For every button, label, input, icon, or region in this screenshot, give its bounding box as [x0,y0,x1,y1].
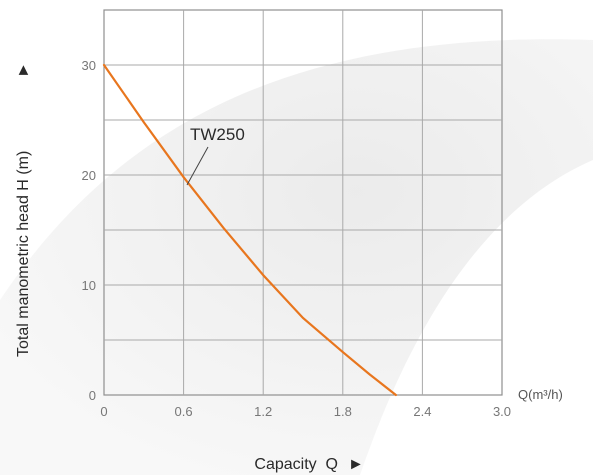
x-tick-label: 1.2 [254,404,272,419]
x-axis-title-group: Capacity Q ► [254,456,363,473]
series-label-leader [186,146,209,186]
plot-frame [103,9,503,396]
grid [103,9,503,396]
y-tick-label: 30 [82,58,96,73]
x-unit-label: Q(m³/h) [518,387,563,402]
y-axis-arrow-icon: ► [15,62,32,78]
x-tick-labels: 0 0.6 1.2 1.8 2.4 3.0 [100,404,511,419]
x-tick-label: 0.6 [175,404,193,419]
series-lines [102,63,397,397]
x-axis-arrow-icon: ► [348,456,364,473]
series-label-tw250: TW250 [190,125,245,144]
x-axis-title: Capacity Q [254,456,338,473]
x-tick-label: 1.8 [334,404,352,419]
y-tick-label: 20 [82,168,96,183]
y-axis-title-group: Total manometric head H (m) ► [15,62,32,357]
x-tick-label: 0 [100,404,107,419]
series-line-0 [102,63,397,397]
x-tick-label: 3.0 [493,404,511,419]
y-tick-label: 0 [89,388,96,403]
y-tick-label: 10 [82,278,96,293]
y-tick-labels: 0 10 20 30 [82,58,96,403]
y-axis-title: Total manometric head H (m) [15,151,32,357]
background-decoration [0,39,593,475]
x-tick-label: 2.4 [413,404,431,419]
